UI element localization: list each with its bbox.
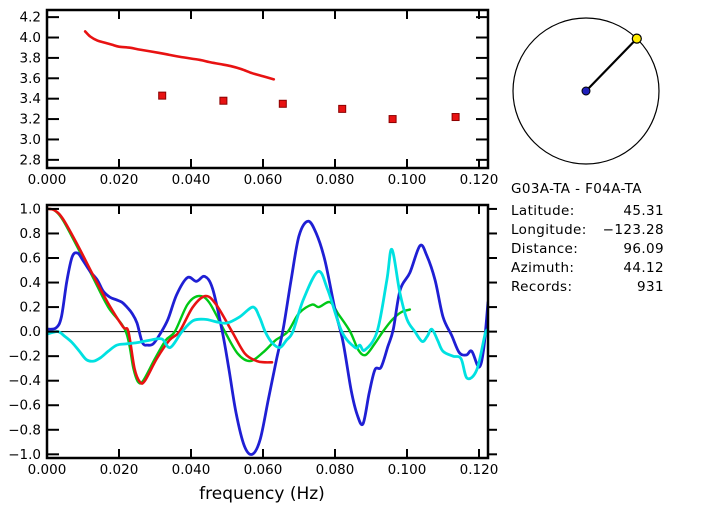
info-row-longitude: Longitude: −123.28: [511, 221, 664, 240]
azimuth-value: 44.12: [623, 260, 664, 276]
dispersion-phase-velocity-model: [83, 30, 276, 81]
y-tick-label: 3.8: [20, 50, 41, 66]
x-tick-label: 0.100: [388, 462, 427, 478]
info-row-distance: Distance: 96.09: [511, 240, 664, 259]
azimuth-label: Azimuth:: [511, 260, 575, 276]
dispersion-phase-velocity-measurements-marker: [219, 96, 228, 105]
dispersion-phase-velocity-measurements-marker: [338, 104, 347, 113]
y-tick-label: 2.8: [20, 152, 41, 168]
x-tick-label: 0.020: [100, 172, 139, 188]
y-tick-label: 0.4: [20, 275, 41, 291]
x-tick-label: 0.060: [244, 462, 283, 478]
y-tick-label: 4.2: [20, 10, 41, 26]
dispersion-phase-velocity-measurements-marker: [451, 113, 460, 122]
y-tick-label: 0.2: [20, 300, 41, 316]
dispersion-phase-velocity-measurements-marker: [388, 115, 397, 124]
y-tick-label: −0.6: [8, 398, 41, 414]
station-pair-title: G03A-TA - F04A-TA: [511, 181, 642, 197]
latitude-value: 45.31: [623, 203, 664, 219]
x-tick-label: 0.100: [388, 172, 427, 188]
correlation-cyan-curve: [47, 248, 488, 381]
y-tick-label: 3.6: [20, 71, 41, 87]
azimuth-line: [585, 37, 638, 92]
distance-label: Distance:: [511, 241, 579, 257]
x-tick-label: 0.040: [172, 172, 211, 188]
x-tick-label: 0.040: [172, 462, 211, 478]
azimuth-circle: [512, 17, 660, 165]
y-tick-label: 3.4: [20, 91, 41, 107]
y-tick-label: −0.8: [8, 422, 41, 438]
receiver-station-dot: [631, 33, 642, 44]
station-info-panel: G03A-TA - F04A-TA Latitude: 45.31 Longit…: [511, 181, 664, 297]
y-tick-label: 0.8: [20, 226, 41, 242]
dispersion-axes-box: [45, 8, 490, 170]
records-value: 931: [637, 279, 664, 295]
latitude-label: Latitude:: [511, 203, 575, 219]
source-station-dot: [581, 86, 591, 96]
info-row-records: Records: 931: [511, 278, 664, 297]
x-tick-label: 0.000: [28, 462, 67, 478]
x-tick-label: 0.060: [244, 172, 283, 188]
y-tick-label: 1.0: [20, 201, 41, 217]
dispersion-phase-velocity-measurements-marker: [158, 91, 167, 100]
info-row-latitude: Latitude: 45.31: [511, 202, 664, 221]
longitude-value: −123.28: [602, 222, 664, 238]
x-tick-label: 0.020: [100, 462, 139, 478]
x-tick-label: 0.120: [460, 462, 499, 478]
x-axis-label: frequency (Hz): [199, 484, 325, 504]
y-tick-label: −0.4: [8, 373, 41, 389]
x-tick-label: 0.000: [28, 172, 67, 188]
x-tick-label: 0.080: [316, 462, 355, 478]
y-tick-label: 0.6: [20, 251, 41, 267]
correlation-red-curve: [47, 207, 274, 385]
dispersion-phase-velocity-measurements-marker: [278, 99, 287, 108]
correlation-blue-curve: [47, 219, 488, 456]
longitude-label: Longitude:: [511, 222, 587, 238]
y-tick-label: −1.0: [8, 447, 41, 463]
distance-value: 96.09: [623, 241, 664, 257]
y-tick-label: 4.0: [20, 30, 41, 46]
records-label: Records:: [511, 279, 573, 295]
y-tick-label: 0.0: [20, 324, 41, 340]
y-tick-label: 3.2: [20, 112, 41, 128]
x-tick-label: 0.080: [316, 172, 355, 188]
x-tick-label: 0.120: [460, 172, 499, 188]
y-tick-label: −0.2: [8, 349, 41, 365]
info-row-azimuth: Azimuth: 44.12: [511, 259, 664, 278]
y-tick-label: 3.0: [20, 132, 41, 148]
